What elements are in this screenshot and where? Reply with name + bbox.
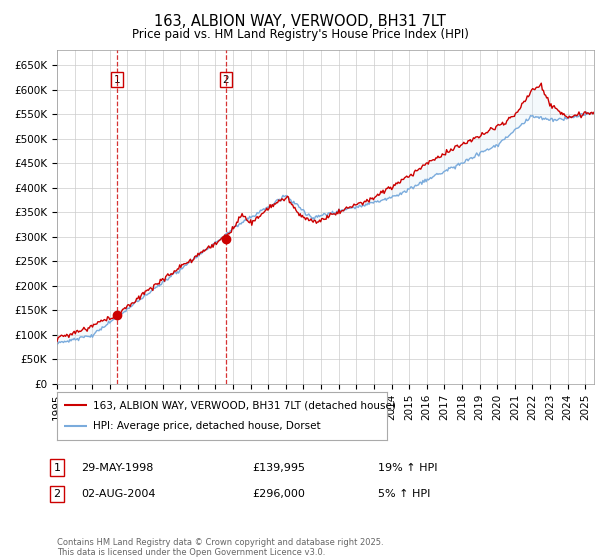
Text: 1: 1 [114,75,121,85]
Text: Contains HM Land Registry data © Crown copyright and database right 2025.
This d: Contains HM Land Registry data © Crown c… [57,538,383,557]
Text: 2: 2 [53,489,61,499]
Text: 163, ALBION WAY, VERWOOD, BH31 7LT (detached house): 163, ALBION WAY, VERWOOD, BH31 7LT (deta… [94,400,396,410]
Text: HPI: Average price, detached house, Dorset: HPI: Average price, detached house, Dors… [94,421,321,431]
Text: 163, ALBION WAY, VERWOOD, BH31 7LT: 163, ALBION WAY, VERWOOD, BH31 7LT [154,14,446,29]
Text: 1: 1 [53,463,61,473]
Text: 5% ↑ HPI: 5% ↑ HPI [378,489,430,499]
Text: 02-AUG-2004: 02-AUG-2004 [81,489,155,499]
Text: 29-MAY-1998: 29-MAY-1998 [81,463,154,473]
Text: 19% ↑ HPI: 19% ↑ HPI [378,463,437,473]
Text: 2: 2 [223,75,229,85]
Text: £296,000: £296,000 [252,489,305,499]
Text: Price paid vs. HM Land Registry's House Price Index (HPI): Price paid vs. HM Land Registry's House … [131,28,469,41]
Text: £139,995: £139,995 [252,463,305,473]
